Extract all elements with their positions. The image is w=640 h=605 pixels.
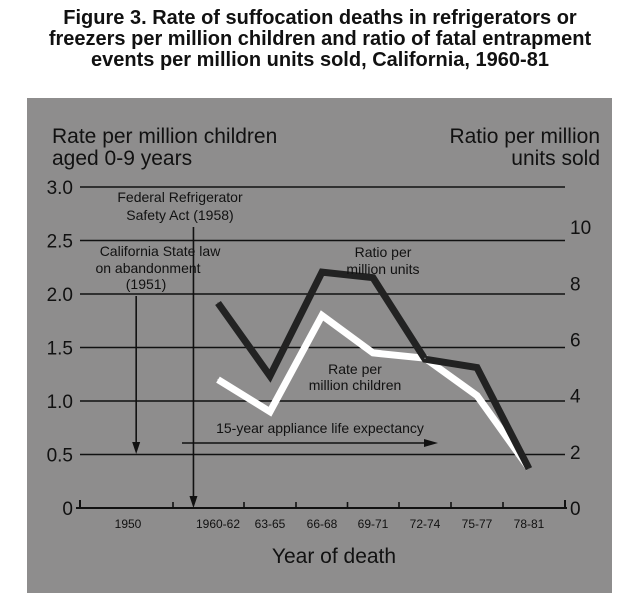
left-axis-label-line2: aged 0-9 years	[52, 147, 192, 170]
figure-caption: Figure 3. Rate of suffocation deaths in …	[0, 8, 640, 71]
left-tick-label: 2.0	[47, 285, 73, 306]
rate-series-label-line2: million children	[309, 377, 402, 393]
rate-series-label-line1: Rate per	[328, 361, 382, 377]
rate-data-point	[321, 314, 323, 316]
right-tick-label: 2	[570, 443, 581, 464]
left-tick-label: 2.5	[47, 232, 73, 253]
x-tick-label: 1960-62	[196, 517, 240, 531]
left-tick-label: 0.5	[47, 446, 73, 467]
ratio-data-point	[217, 302, 219, 304]
annotation-federal-line2: Safety Act (1958)	[126, 207, 233, 223]
ratio-data-point	[424, 358, 426, 360]
right-axis-label-line2: units sold	[511, 147, 600, 170]
ratio-series-label-line1: Ratio per	[355, 244, 412, 260]
rate-data-point	[372, 352, 374, 354]
caption-line-2: freezers per million children and ratio …	[48, 28, 592, 50]
life-expectancy-arrow-head	[424, 439, 438, 447]
left-tick-label: 1.0	[47, 392, 73, 413]
ratio-data-point	[321, 271, 323, 273]
x-tick-label: 75-77	[462, 517, 493, 531]
rate-data-point	[269, 411, 271, 413]
rate-data-point	[424, 357, 426, 359]
left-axis-label-line1: Rate per million children	[52, 125, 277, 148]
ratio-data-point	[528, 468, 530, 470]
left-tick-label: 0	[62, 499, 73, 520]
ratio-data-point	[269, 375, 271, 377]
annotation-federal-line1: Federal Refrigerator	[117, 189, 243, 205]
x-tick-label: 63-65	[255, 517, 286, 531]
right-tick-label: 6	[570, 330, 581, 351]
x-tick-label: 1950	[115, 517, 142, 531]
right-tick-label: 4	[570, 387, 581, 408]
x-tick-label: 78-81	[514, 517, 545, 531]
x-tick-label: 66-68	[307, 517, 338, 531]
right-tick-label: 8	[570, 274, 581, 295]
right-tick-label: 0	[570, 499, 581, 520]
ratio-series-label-line2: million units	[346, 261, 419, 277]
state-law-arrow-head	[132, 442, 141, 454]
chart-panel	[27, 98, 612, 593]
annotation-state-line1: California State law	[100, 243, 222, 259]
ratio-data-point	[372, 277, 374, 279]
annotation-state-line3: (1951)	[126, 276, 166, 292]
right-axis-label-line1: Ratio per million	[449, 125, 600, 148]
ratio-data-point	[476, 367, 478, 369]
left-tick-label: 3.0	[47, 178, 73, 199]
x-tick-label: 72-74	[410, 517, 441, 531]
caption-line-1: Figure 3. Rate of suffocation deaths in …	[63, 7, 577, 29]
annotation-state-line2: on abandonment	[95, 260, 200, 276]
rate-data-point	[217, 379, 219, 381]
rate-data-point	[476, 395, 478, 397]
caption-line-3: events per million units sold, Californi…	[91, 49, 549, 71]
right-tick-label: 10	[570, 218, 591, 239]
x-tick-label: 69-71	[358, 517, 389, 531]
left-tick-label: 1.5	[47, 339, 73, 360]
federal-act-arrow-head	[189, 496, 198, 508]
annotation-life-expectancy: 15-year appliance life expectancy	[216, 420, 424, 436]
x-axis-title: Year of death	[272, 545, 396, 568]
